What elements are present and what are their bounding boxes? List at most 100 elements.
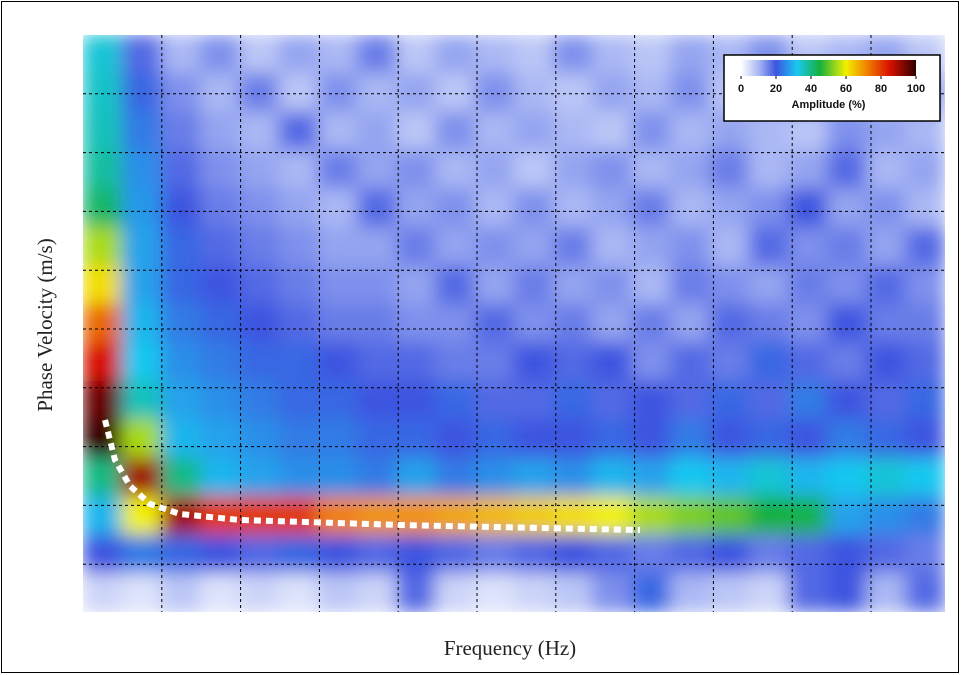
heatmap-cell — [200, 304, 240, 343]
heatmap-cell — [709, 227, 749, 266]
heatmap-cell — [709, 458, 749, 497]
heatmap-cell — [749, 304, 789, 343]
heatmap-cell — [278, 111, 318, 150]
heatmap-cell — [396, 496, 436, 535]
heatmap-cell — [514, 573, 554, 612]
heatmap-cell — [592, 419, 632, 458]
heatmap-cell — [318, 73, 358, 112]
heatmap-cell — [318, 535, 358, 574]
heatmap-cell — [827, 304, 867, 343]
heatmap-cell — [357, 111, 397, 150]
heatmap-cell — [905, 381, 945, 420]
heatmap-cell — [553, 188, 593, 227]
heatmap-cell — [905, 304, 945, 343]
heatmap-cell — [514, 188, 554, 227]
heatmap-cell — [827, 419, 867, 458]
heatmap-cell — [474, 342, 514, 381]
heatmap-cell — [866, 188, 906, 227]
heatmap-cell — [435, 419, 475, 458]
heatmap-cell — [122, 73, 162, 112]
heatmap-cell — [435, 573, 475, 612]
heatmap-cell — [161, 458, 201, 497]
heatmap-cell — [827, 342, 867, 381]
heatmap-cell — [553, 227, 593, 266]
heatmap-cell — [553, 265, 593, 304]
heatmap-cell — [200, 35, 240, 74]
heatmap-cell — [122, 535, 162, 574]
heatmap-cell — [357, 381, 397, 420]
heatmap-cell — [122, 265, 162, 304]
heatmap-cell — [788, 381, 828, 420]
heatmap-cell — [866, 458, 906, 497]
heatmap-cell — [670, 188, 710, 227]
heatmap-cell — [788, 150, 828, 189]
heatmap-cell — [435, 381, 475, 420]
heatmap-cell — [239, 419, 279, 458]
heatmap-cell — [318, 496, 358, 535]
heatmap-cell — [749, 150, 789, 189]
heatmap-cell — [278, 342, 318, 381]
heatmap-cell — [435, 188, 475, 227]
heatmap-cell — [592, 342, 632, 381]
heatmap-cell — [474, 265, 514, 304]
heatmap-cell — [749, 381, 789, 420]
heatmap-cell — [905, 573, 945, 612]
heatmap-cell — [83, 496, 123, 535]
heatmap-cell — [474, 573, 514, 612]
heatmap-cell — [474, 188, 514, 227]
heatmap-cell — [357, 496, 397, 535]
heatmap-cell — [200, 573, 240, 612]
heatmap-cell — [83, 73, 123, 112]
x-axis-title: Frequency (Hz) — [444, 636, 576, 660]
heatmap-cell — [200, 381, 240, 420]
heatmap-cell — [709, 150, 749, 189]
heatmap-cell — [631, 419, 671, 458]
heatmap-cell — [278, 419, 318, 458]
heatmap-cell — [866, 227, 906, 266]
heatmap-cell — [827, 573, 867, 612]
heatmap-cell — [905, 419, 945, 458]
heatmap-cell — [631, 496, 671, 535]
heatmap-cell — [631, 381, 671, 420]
heatmap-cell — [435, 458, 475, 497]
heatmap-cell — [200, 73, 240, 112]
heatmap-cell — [749, 496, 789, 535]
heatmap-cell — [553, 342, 593, 381]
heatmap-cell — [122, 304, 162, 343]
heatmap-cell — [474, 35, 514, 74]
heatmap-cell — [357, 150, 397, 189]
heatmap-cell — [866, 265, 906, 304]
heatmap-cell — [631, 304, 671, 343]
heatmap-cell — [318, 381, 358, 420]
heatmap-cell — [278, 227, 318, 266]
heatmap-cell — [827, 265, 867, 304]
heatmap-cell — [318, 573, 358, 612]
heatmap-cell — [318, 227, 358, 266]
heatmap-cell — [749, 573, 789, 612]
y-axis-title: Phase Velocity (m/s) — [33, 238, 57, 411]
heatmap-cell — [357, 458, 397, 497]
heatmap-cell — [200, 265, 240, 304]
heatmap-cell — [83, 304, 123, 343]
heatmap-cell — [670, 304, 710, 343]
heatmap-cell — [278, 150, 318, 189]
heatmap-cell — [474, 227, 514, 266]
heatmap-cell — [905, 496, 945, 535]
colorbar-label: Amplitude (%) — [792, 99, 866, 111]
heatmap-cell — [200, 458, 240, 497]
heatmap-cell — [318, 342, 358, 381]
heatmap-cell — [122, 227, 162, 266]
heatmap-cell — [749, 188, 789, 227]
heatmap-cell — [749, 227, 789, 266]
heatmap-cell — [553, 150, 593, 189]
heatmap-cell — [239, 73, 279, 112]
heatmap-cell — [788, 342, 828, 381]
legend: 020406080100 Amplitude (%) — [724, 55, 940, 121]
heatmap-cell — [83, 573, 123, 612]
heatmap-cell — [396, 150, 436, 189]
heatmap-cell — [396, 535, 436, 574]
heatmap-cell — [122, 111, 162, 150]
heatmap-cell — [514, 150, 554, 189]
heatmap-cell — [83, 381, 123, 420]
heatmap-cell — [396, 573, 436, 612]
